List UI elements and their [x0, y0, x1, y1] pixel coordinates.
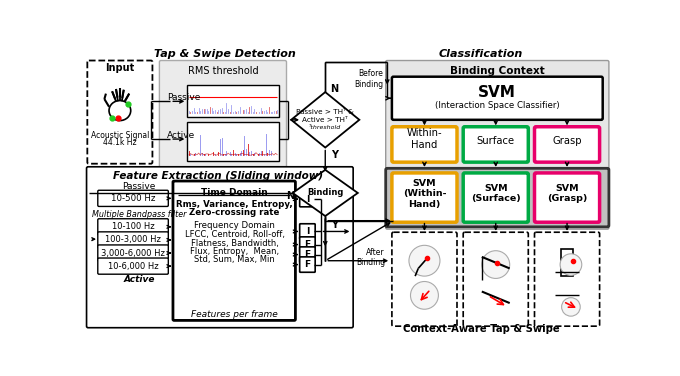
Text: SVM: SVM [478, 85, 516, 100]
FancyBboxPatch shape [386, 61, 609, 229]
Text: LFCC, Centroid, Roll-off,: LFCC, Centroid, Roll-off, [184, 230, 284, 239]
Text: F: F [305, 240, 311, 249]
FancyBboxPatch shape [300, 237, 315, 252]
Text: Feature Extraction (Sliding window): Feature Extraction (Sliding window) [114, 171, 324, 181]
Text: N: N [330, 84, 339, 94]
Text: After
Binding: After Binding [356, 248, 385, 267]
FancyBboxPatch shape [392, 77, 602, 120]
Circle shape [560, 254, 582, 275]
Text: F: F [305, 250, 311, 259]
Text: Binding: Binding [307, 188, 343, 197]
Text: SVM
(Grasp): SVM (Grasp) [547, 184, 588, 203]
Bar [187, 122, 279, 161]
Text: ᵀthreshold: ᵀthreshold [309, 125, 341, 130]
Text: Flatness, Bandwidth,: Flatness, Bandwidth, [190, 238, 279, 247]
Text: F: F [305, 260, 311, 269]
Bar [187, 85, 279, 117]
Text: SVM
(Surface): SVM (Surface) [471, 184, 521, 203]
FancyBboxPatch shape [534, 232, 600, 326]
Text: Classification: Classification [438, 49, 522, 59]
Text: Time Domain: Time Domain [201, 188, 268, 197]
Text: Passive: Passive [122, 182, 156, 191]
Text: Rms, Variance, Entropy,: Rms, Variance, Entropy, [176, 200, 293, 209]
FancyBboxPatch shape [534, 173, 600, 222]
Text: Surface: Surface [477, 136, 515, 146]
FancyBboxPatch shape [300, 257, 315, 272]
FancyBboxPatch shape [300, 247, 315, 262]
Text: Features per frame: Features per frame [191, 310, 278, 319]
FancyBboxPatch shape [173, 181, 295, 320]
Text: Std, Sum, Max, Min: Std, Sum, Max, Min [194, 255, 275, 264]
Text: Passive: Passive [167, 93, 201, 102]
Text: Active: Active [167, 131, 195, 140]
Text: RMS threshold: RMS threshold [188, 65, 258, 76]
Text: Grasp: Grasp [552, 136, 582, 146]
Text: Within-
Hand: Within- Hand [407, 128, 442, 150]
Text: 10-6,000 Hz: 10-6,000 Hz [107, 262, 158, 271]
FancyBboxPatch shape [300, 224, 315, 239]
Circle shape [411, 282, 439, 309]
Text: N: N [286, 191, 294, 201]
FancyBboxPatch shape [463, 232, 528, 326]
Circle shape [562, 298, 580, 316]
Text: Active: Active [124, 276, 155, 285]
Text: Y: Y [331, 220, 338, 229]
Text: I: I [306, 227, 309, 236]
Text: I: I [306, 195, 309, 204]
Circle shape [482, 251, 510, 279]
Text: 100-3,000 Hz: 100-3,000 Hz [105, 235, 161, 244]
Text: 10-100 Hz: 10-100 Hz [112, 222, 154, 231]
FancyBboxPatch shape [87, 61, 152, 164]
FancyBboxPatch shape [98, 245, 169, 261]
Text: 10-500 Hz: 10-500 Hz [111, 194, 155, 203]
FancyBboxPatch shape [386, 168, 609, 227]
Text: Multiple Bandpass filter: Multiple Bandpass filter [92, 210, 186, 219]
Text: Context-Aware Tap & Swipe: Context-Aware Tap & Swipe [403, 324, 560, 334]
Text: Binding Context: Binding Context [450, 66, 545, 76]
Text: Flux, Entropy,  Mean,: Flux, Entropy, Mean, [190, 247, 279, 256]
Text: Before
Binding: Before Binding [354, 69, 384, 89]
Polygon shape [291, 92, 359, 147]
Text: (Interaction Space Classifier): (Interaction Space Classifier) [435, 102, 560, 111]
Text: Frequency Domain: Frequency Domain [194, 221, 275, 230]
FancyBboxPatch shape [98, 190, 169, 206]
FancyBboxPatch shape [463, 127, 528, 162]
Polygon shape [292, 170, 358, 216]
FancyBboxPatch shape [98, 232, 169, 248]
FancyBboxPatch shape [463, 173, 528, 222]
FancyBboxPatch shape [534, 127, 600, 162]
FancyBboxPatch shape [86, 167, 353, 328]
FancyBboxPatch shape [392, 173, 457, 222]
Bar [561, 249, 573, 276]
Circle shape [409, 245, 440, 276]
Text: Active > THᵀ: Active > THᵀ [303, 117, 348, 123]
Text: Passive > THᵀ &: Passive > THᵀ & [296, 109, 354, 115]
Text: Zero-crossing rate: Zero-crossing rate [190, 208, 279, 217]
Text: Tap & Swipe Detection: Tap & Swipe Detection [154, 49, 295, 59]
FancyBboxPatch shape [392, 232, 457, 326]
Ellipse shape [109, 100, 131, 121]
Text: 44.1k Hz: 44.1k Hz [103, 138, 137, 147]
Text: 3,000-6,000 Hz: 3,000-6,000 Hz [101, 249, 165, 258]
Text: Input: Input [105, 63, 135, 73]
Text: Acoustic Signal: Acoustic Signal [90, 132, 149, 141]
FancyBboxPatch shape [300, 191, 315, 207]
Text: Y: Y [331, 150, 338, 160]
FancyBboxPatch shape [159, 61, 286, 168]
FancyBboxPatch shape [98, 219, 169, 235]
Text: SVM
(Within-
Hand): SVM (Within- Hand) [403, 179, 446, 209]
FancyBboxPatch shape [98, 258, 169, 274]
FancyBboxPatch shape [392, 127, 457, 162]
